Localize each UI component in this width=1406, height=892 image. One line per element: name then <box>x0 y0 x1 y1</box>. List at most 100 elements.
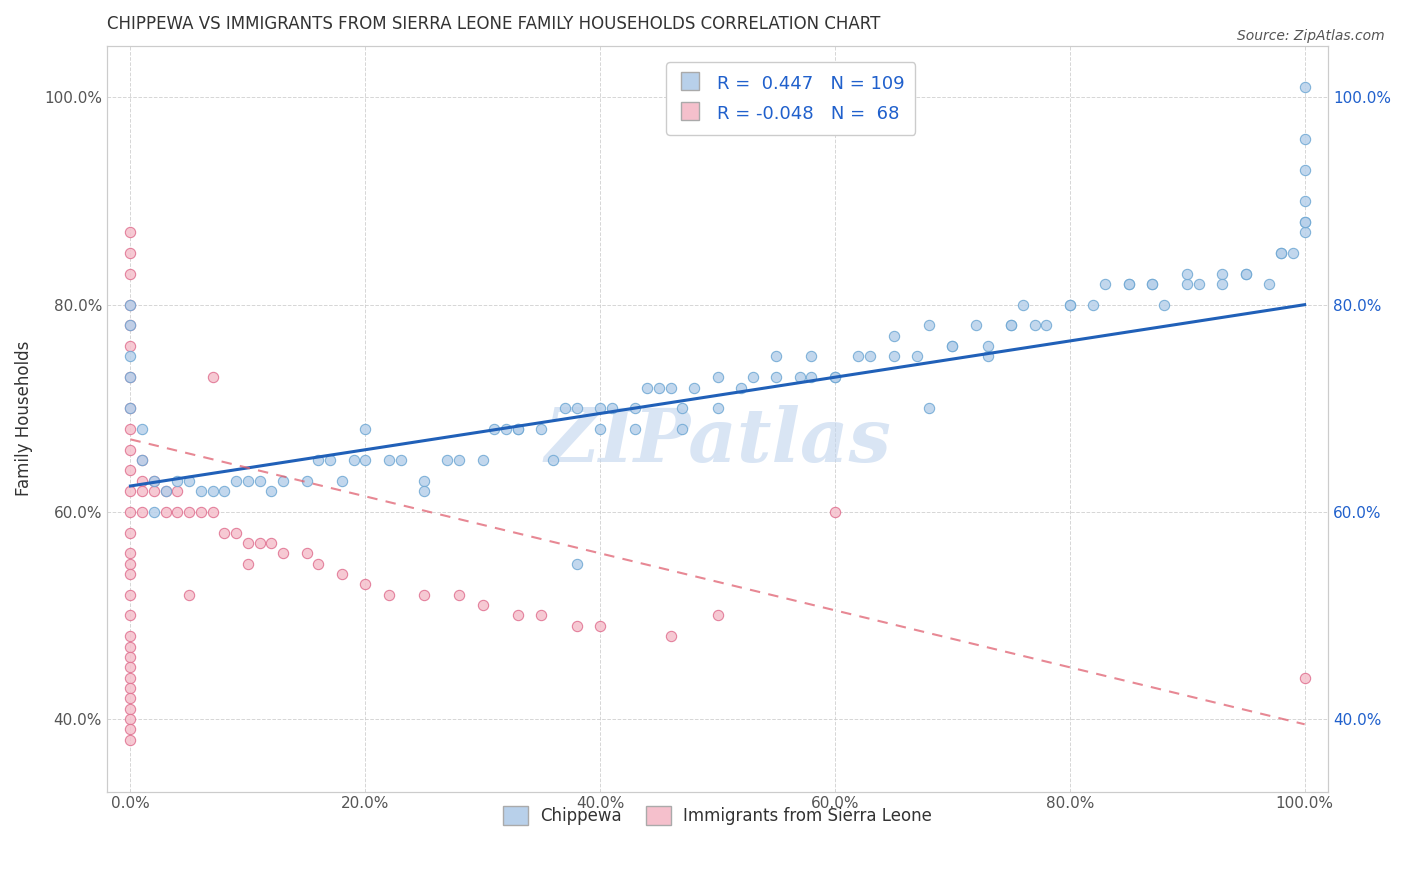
Point <box>214 525 236 540</box>
Point <box>1294 80 1316 95</box>
Point <box>730 380 752 394</box>
Point <box>260 484 283 499</box>
Point <box>706 608 728 623</box>
Point <box>506 608 529 623</box>
Point <box>131 453 153 467</box>
Point <box>495 422 517 436</box>
Point <box>1294 163 1316 178</box>
Point <box>120 298 142 312</box>
Point <box>120 463 142 477</box>
Point <box>155 505 177 519</box>
Point <box>976 339 998 353</box>
Point <box>659 629 682 643</box>
Point <box>179 505 201 519</box>
Point <box>1153 298 1175 312</box>
Point <box>1282 245 1305 260</box>
Point <box>225 525 247 540</box>
Point <box>565 557 588 571</box>
Point <box>131 484 153 499</box>
Point <box>1059 298 1081 312</box>
Point <box>120 318 142 333</box>
Point <box>1094 277 1116 291</box>
Point <box>1188 277 1211 291</box>
Point <box>449 453 471 467</box>
Point <box>120 350 142 364</box>
Point <box>659 380 682 394</box>
Y-axis label: Family Households: Family Households <box>15 341 32 496</box>
Point <box>120 681 142 695</box>
Point <box>883 350 905 364</box>
Point <box>378 453 401 467</box>
Point <box>120 245 142 260</box>
Point <box>1140 277 1163 291</box>
Point <box>1175 277 1198 291</box>
Point <box>120 723 142 737</box>
Point <box>120 671 142 685</box>
Point <box>166 474 188 488</box>
Point <box>271 546 294 560</box>
Point <box>190 484 212 499</box>
Text: ZIPatlas: ZIPatlas <box>544 405 891 477</box>
Point <box>449 588 471 602</box>
Point <box>236 536 259 550</box>
Point <box>471 598 494 612</box>
Point <box>800 350 823 364</box>
Point <box>120 691 142 706</box>
Point <box>1118 277 1140 291</box>
Point <box>965 318 987 333</box>
Point <box>236 557 259 571</box>
Point <box>201 484 224 499</box>
Point <box>142 484 165 499</box>
Point <box>307 453 329 467</box>
Point <box>565 619 588 633</box>
Point <box>413 484 436 499</box>
Point <box>1294 671 1316 685</box>
Point <box>484 422 506 436</box>
Point <box>636 380 658 394</box>
Point <box>765 370 787 384</box>
Point <box>530 422 553 436</box>
Point <box>378 588 401 602</box>
Point <box>1294 215 1316 229</box>
Point <box>1258 277 1281 291</box>
Point <box>1234 267 1257 281</box>
Point <box>120 442 142 457</box>
Point <box>600 401 623 416</box>
Point <box>1083 298 1105 312</box>
Point <box>918 401 941 416</box>
Point <box>1294 194 1316 208</box>
Point <box>120 712 142 726</box>
Point <box>706 401 728 416</box>
Point <box>1000 318 1022 333</box>
Point <box>120 629 142 643</box>
Point <box>131 422 153 436</box>
Point <box>319 453 342 467</box>
Point <box>589 619 612 633</box>
Point <box>541 453 564 467</box>
Point <box>1211 277 1233 291</box>
Point <box>1294 132 1316 146</box>
Point <box>120 422 142 436</box>
Point <box>120 484 142 499</box>
Point <box>120 588 142 602</box>
Point <box>142 505 165 519</box>
Point <box>354 453 377 467</box>
Point <box>905 350 928 364</box>
Point <box>1294 225 1316 239</box>
Point <box>249 474 271 488</box>
Point <box>307 557 329 571</box>
Point <box>179 474 201 488</box>
Point <box>354 577 377 591</box>
Legend: Chippewa, Immigrants from Sierra Leone: Chippewa, Immigrants from Sierra Leone <box>496 799 939 831</box>
Point <box>295 546 318 560</box>
Text: Source: ZipAtlas.com: Source: ZipAtlas.com <box>1237 29 1385 43</box>
Point <box>824 505 846 519</box>
Point <box>201 505 224 519</box>
Point <box>624 401 647 416</box>
Point <box>436 453 458 467</box>
Point <box>120 318 142 333</box>
Point <box>800 370 823 384</box>
Point <box>120 567 142 582</box>
Point <box>142 474 165 488</box>
Point <box>120 546 142 560</box>
